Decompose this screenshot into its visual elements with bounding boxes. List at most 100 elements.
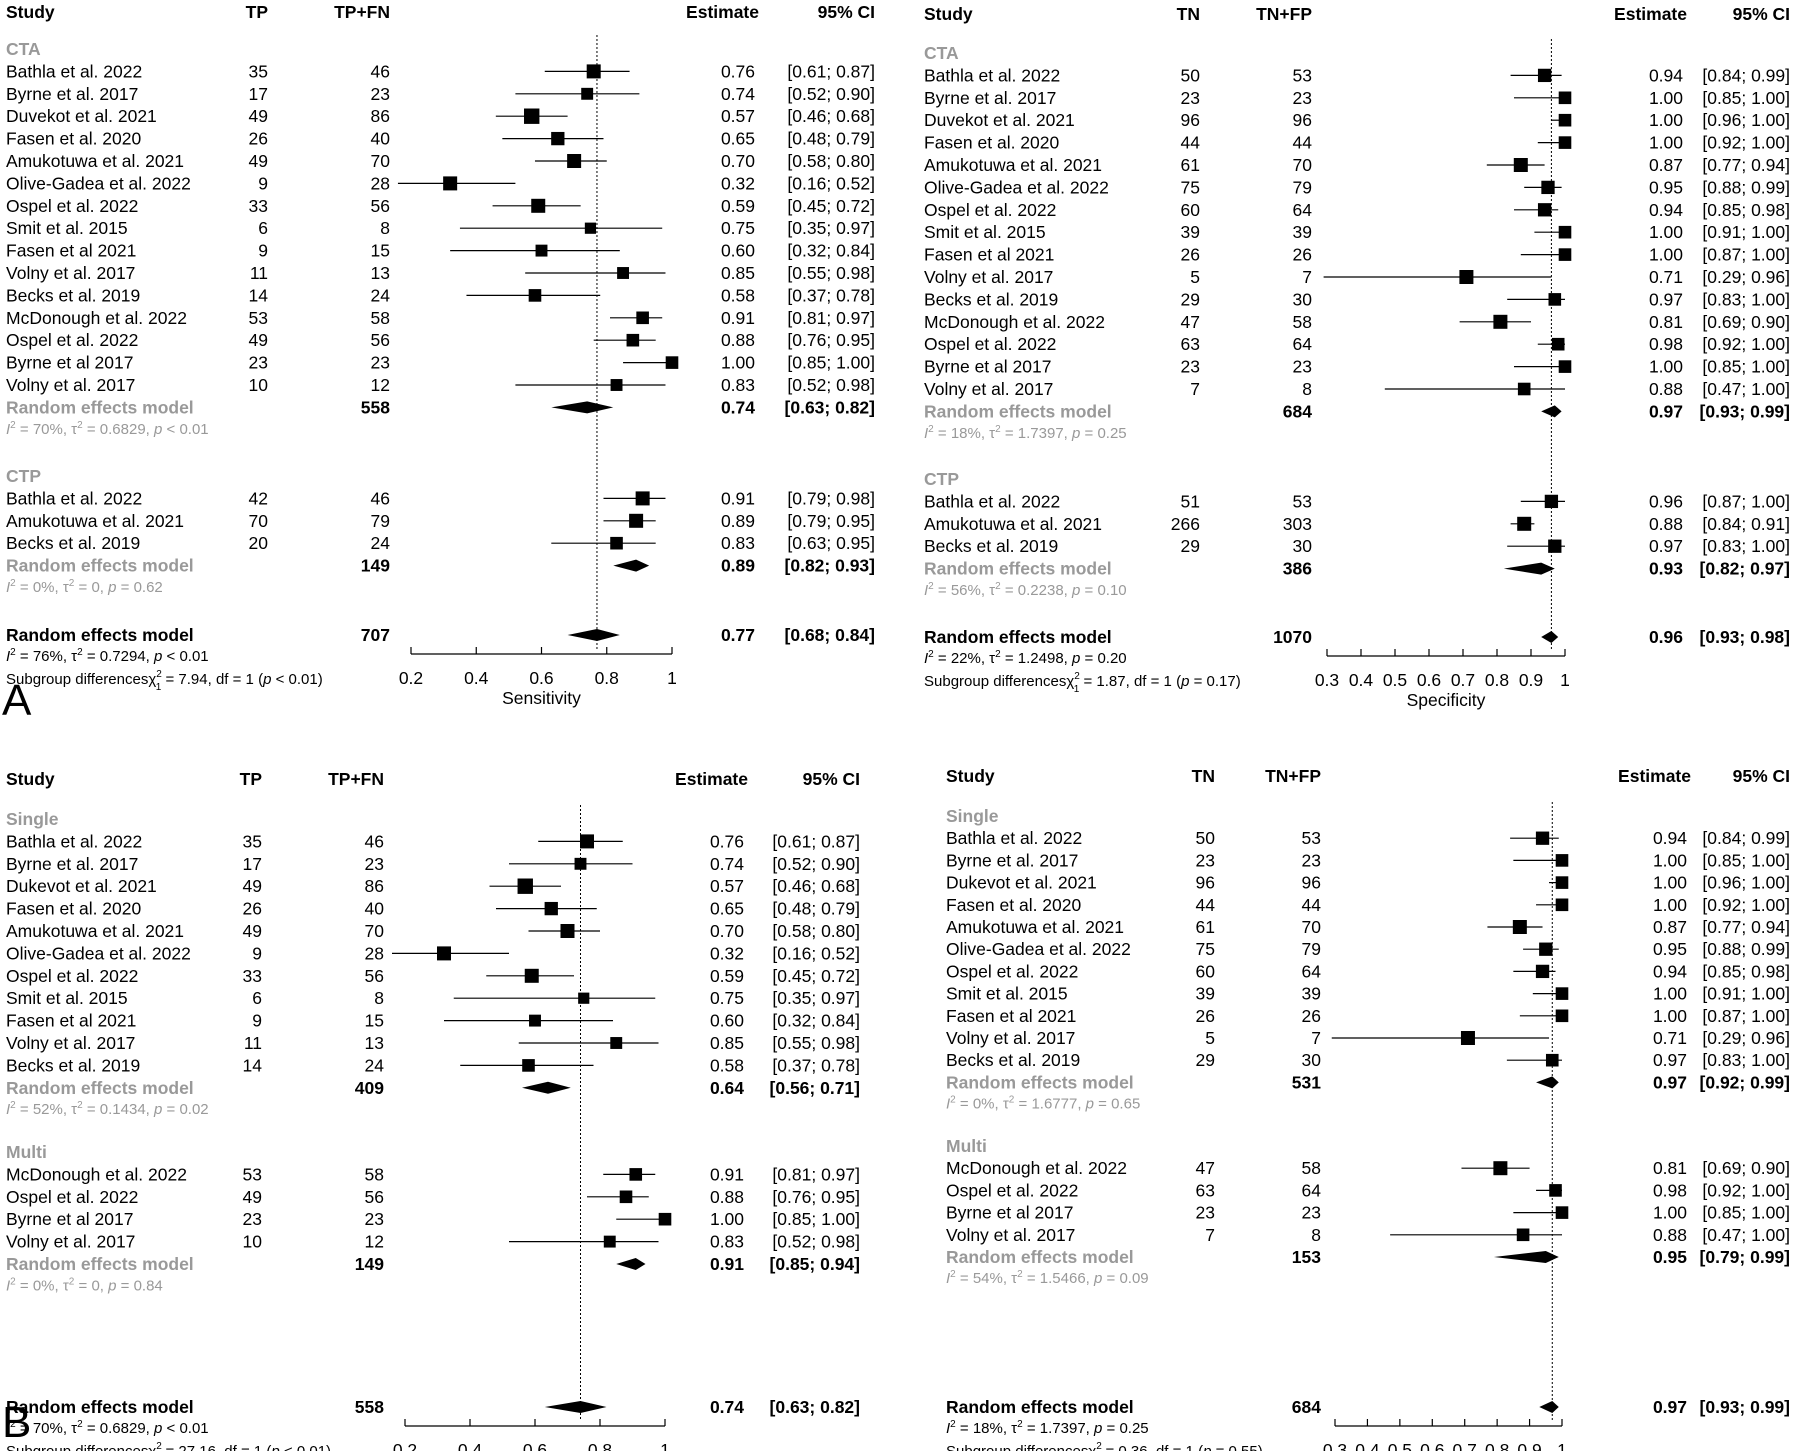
study-name: Bathla et al. 2022 [924,65,1060,85]
study-row: Becks et al. 2019 29 30 0.97 [0.83; 1.00] [924,289,1790,309]
header-estimate: Estimate [686,2,759,22]
study-total: 7 [1311,1028,1321,1048]
study-name: Becks et al. 2019 [6,285,140,305]
study-total: 23 [1293,88,1312,108]
study-count: 50 [1196,828,1216,848]
x-tick-label: 0.5 [1388,1440,1412,1451]
study-estimate: 1.00 [1653,1203,1687,1223]
summary-label: Random effects model [6,1078,194,1098]
study-ci: [0.46; 0.68] [772,876,860,896]
study-count: 47 [1181,312,1200,332]
study-row: Fasen et al. 2020 26 40 0.65 [0.48; 0.79] [6,129,875,149]
study-point [1558,91,1572,105]
heterogeneity-text: I2 = 52%, τ2 = 0.1434, p = 0.02 [6,1100,209,1118]
study-row: Ospel et al. 2022 63 64 0.98 [0.92; 1.00] [946,1180,1790,1200]
study-count: 49 [249,151,268,171]
overall-heterogeneity-text: I2 = 70%, τ2 = 0.6829, p < 0.01 [6,1419,209,1437]
study-estimate: 0.59 [710,966,744,986]
x-tick-label: 0.4 [1349,670,1374,690]
x-tick-label: 0.5 [1383,670,1407,690]
header-count: TN [1192,766,1215,786]
study-count: 53 [243,1164,262,1184]
study-point [578,992,590,1004]
study-ci: [0.88; 0.99] [1702,177,1790,197]
panel-label-b: B [2,1398,32,1447]
header-total: TP+FN [334,2,390,22]
group-label: CTP [924,469,959,489]
study-estimate: 0.60 [710,1011,744,1031]
study-estimate: 0.97 [1653,1050,1687,1070]
study-count: 23 [1181,357,1200,377]
study-count: 9 [252,1011,262,1031]
study-count: 10 [243,1232,263,1252]
header-ci: 95% CI [818,2,875,22]
overall-ci: [0.93; 0.99] [1700,1397,1790,1417]
study-total: 8 [1311,1225,1321,1245]
subgroup-summary: Random effects model 558 0.74 [0.63; 0.82] [6,397,875,417]
study-row: Volny et al. 2017 7 8 0.88 [0.47; 1.00] [946,1225,1790,1245]
study-name: Byrne et al. 2017 [6,854,138,874]
study-count: 39 [1181,222,1200,242]
x-tick-label: 0.7 [1453,1440,1477,1451]
study-name: Fasen et al. 2020 [946,895,1081,915]
header-count: TN [1177,4,1200,24]
study-name: Ospel et al. 2022 [946,961,1078,981]
study-ci: [0.81; 0.97] [772,1164,860,1184]
study-count: 266 [1171,514,1200,534]
group-label: Single [6,809,59,829]
study-estimate: 0.57 [710,876,744,896]
study-count: 50 [1181,65,1201,85]
study-estimate: 1.00 [710,1209,744,1229]
study-ci: [0.32; 0.84] [772,1011,860,1031]
study-name: Volny et al. 2017 [924,267,1053,287]
study-point [1558,225,1572,239]
study-point [1555,898,1569,912]
study-ci: [0.77; 0.94] [1702,917,1790,937]
x-tick-label: 0.3 [1315,670,1339,690]
study-point [1535,964,1550,979]
group-label: Multi [946,1136,987,1156]
summary-label: Random effects model [6,1254,194,1274]
overall-total: 558 [355,1397,384,1417]
study-point [574,857,587,870]
x-tick-label: 0.4 [458,1440,483,1451]
study-row: Amukotuwa et al. 2021 70 79 0.89 [0.79; 0.95… [6,511,875,531]
study-point [1460,1031,1475,1045]
study-total: 96 [1293,110,1312,130]
study-row: Ospel et al. 2022 60 64 0.94 [0.85; 0.98] [946,961,1790,981]
study-name: Byrne et al 2017 [924,357,1051,377]
study-total: 23 [365,854,384,874]
study-estimate: 0.87 [1649,155,1683,175]
study-ci: [0.77; 0.94] [1702,155,1790,175]
study-ci: [0.69; 0.90] [1702,1158,1790,1178]
study-count: 23 [249,353,268,373]
study-point [1558,248,1572,261]
study-ci: [0.85; 0.98] [1702,961,1790,981]
study-total: 26 [1302,1006,1321,1026]
subgroup-summary: Random effects model 409 0.64 [0.56; 0.71] [6,1078,860,1098]
study-ci: [0.63; 0.95] [787,533,875,553]
study-row: Bathla et al. 2022 50 53 0.94 [0.84; 0.99] [924,65,1790,85]
study-total: 56 [365,966,384,986]
study-ci: [0.55; 0.98] [772,1033,860,1053]
subgroup-summary: Random effects model 531 0.97 [0.92; 0.99] [946,1072,1790,1092]
summary-total: 386 [1283,559,1312,579]
overall-label: Random effects model [924,627,1112,647]
study-total: 8 [380,218,390,238]
study-name: Becks et al. 2019 [6,1055,140,1075]
study-name: Fasen et al 2021 [924,245,1054,265]
study-count: 49 [249,106,268,126]
x-tick-label: 0.9 [1517,1440,1541,1451]
heterogeneity-text: I2 = 54%, τ2 = 1.5466, p = 0.09 [946,1269,1149,1287]
study-point [1558,113,1572,127]
overall-estimate: 0.97 [1653,1397,1687,1417]
subgroup-summary: Random effects model 149 0.89 [0.82; 0.93] [6,556,875,576]
summary-estimate: 0.89 [721,556,755,576]
study-count: 96 [1196,873,1215,893]
study-ci: [0.96; 1.00] [1702,110,1790,130]
study-ci: [0.85; 1.00] [1702,357,1790,377]
study-count: 63 [1196,1180,1215,1200]
study-total: 64 [1302,961,1322,981]
study-count: 11 [250,263,268,283]
study-row: McDonough et al. 2022 53 58 0.91 [0.81; 0.97… [6,1164,860,1184]
